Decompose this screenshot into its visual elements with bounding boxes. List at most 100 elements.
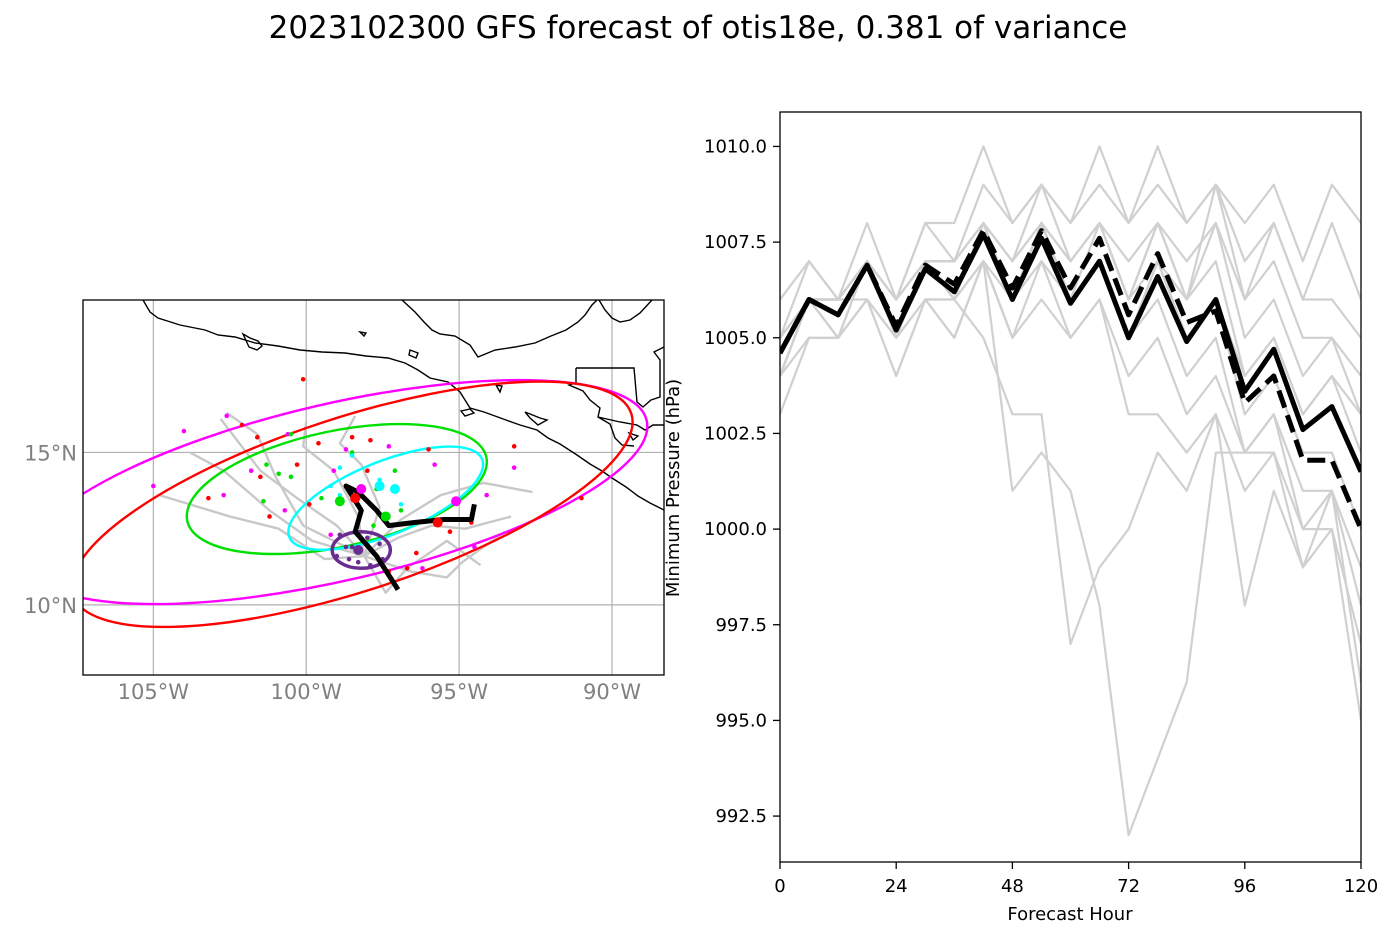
point-red	[349, 434, 355, 440]
gulf-coastline	[401, 300, 598, 358]
point-cyan	[349, 453, 355, 458]
map-lon-tick-label: 95°W	[430, 680, 488, 704]
point-red	[306, 501, 312, 507]
point-purple	[365, 535, 370, 541]
point-red	[414, 550, 419, 556]
ellipse-magenta	[83, 378, 649, 606]
lake-2	[524, 411, 549, 426]
point-magenta	[221, 492, 226, 498]
island-1	[241, 332, 263, 351]
point-purple	[343, 544, 349, 550]
point-green	[261, 498, 266, 504]
pacific-coastline	[142, 300, 664, 511]
point-red	[511, 444, 517, 449]
island-4	[459, 408, 476, 417]
ellipse-red	[83, 380, 634, 629]
x-tick-label: 120	[1344, 876, 1378, 897]
x-axis-label: Forecast Hour	[1007, 904, 1133, 925]
y-tick-label: 995.0	[715, 710, 767, 731]
x-tick-label: 48	[1001, 876, 1024, 897]
point-red	[316, 440, 321, 446]
point-purple	[368, 562, 373, 568]
map-frame	[82, 299, 665, 676]
point-magenta	[181, 428, 187, 434]
pressure-frame	[779, 111, 1362, 863]
point-purple	[377, 541, 382, 547]
point-red	[206, 495, 211, 501]
point-red	[368, 437, 373, 443]
point-magenta	[331, 468, 337, 474]
island-5	[627, 431, 640, 442]
x-tick-label: 24	[885, 876, 908, 897]
pressure-series	[780, 145, 1361, 837]
point-cyan	[337, 492, 343, 498]
map-tick-labels: 105°W 100°W 95°W 90°W 15°N 10°N	[24, 441, 641, 704]
mean-track-line	[343, 483, 477, 591]
mean-position-cyan	[389, 484, 400, 495]
point-magenta	[328, 532, 333, 538]
point-magenta	[282, 508, 288, 513]
x-tick-label: 0	[774, 876, 785, 897]
point-magenta	[151, 483, 156, 489]
member-pressure-line	[780, 183, 1361, 339]
mean-pressure-dashed-line	[780, 228, 1361, 531]
pressure-panel: 0 24 48 72 96 120 992.5 995.0 997.5 1000.0 1002.5 1…	[663, 111, 1378, 925]
point-green	[371, 523, 376, 528]
point-red	[404, 565, 410, 571]
point-magenta	[343, 447, 349, 452]
point-green	[398, 508, 404, 513]
point-magenta	[386, 444, 392, 449]
island-2	[357, 330, 368, 338]
ellipse-green	[185, 422, 489, 556]
map-lat-tick-label: 15°N	[24, 441, 77, 465]
member-pressure-line	[780, 260, 1361, 645]
map-lon-tick-label: 90°W	[583, 680, 641, 704]
y-tick-label: 1002.5	[704, 423, 767, 444]
figure-title: 2023102300 GFS forecast of otis18e, 0.38…	[268, 10, 1128, 46]
point-purple	[349, 544, 355, 550]
member-track	[226, 411, 365, 558]
point-red	[254, 434, 260, 440]
point-red	[365, 468, 370, 474]
point-red	[267, 514, 272, 519]
point-green	[288, 474, 294, 480]
map-lon-tick-label: 100°W	[271, 680, 343, 704]
point-purple	[337, 532, 343, 538]
x-tick-label: 96	[1233, 876, 1256, 897]
y-tick-label: 997.5	[715, 615, 767, 636]
point-red	[258, 474, 263, 480]
y-tick-label: 1007.5	[704, 232, 767, 253]
ellipse-cyan	[287, 445, 485, 552]
point-magenta	[511, 465, 517, 470]
mean-position-magenta	[451, 496, 462, 507]
member-pressure-line	[780, 298, 1361, 645]
map-panel: 105°W 100°W 95°W 90°W 15°N 10°N	[24, 299, 665, 704]
point-cyan	[328, 483, 333, 489]
map-gridlines	[83, 300, 664, 675]
point-magenta	[432, 462, 437, 467]
country-borders	[566, 346, 664, 447]
point-green	[288, 431, 294, 437]
mean-position-purple	[353, 545, 364, 555]
yucatan-coastline	[598, 300, 653, 323]
y-axis-label: Minimum Pressure (hPa)	[663, 379, 684, 597]
mean-track	[334, 480, 477, 591]
point-magenta	[420, 565, 425, 571]
point-purple	[355, 559, 361, 565]
mean-position-red	[432, 517, 443, 528]
coastlines	[142, 300, 664, 511]
member-track	[363, 530, 506, 579]
y-tick-label: 1010.0	[704, 136, 767, 157]
mean-position-red	[350, 493, 361, 504]
y-tick-label: 1005.0	[704, 328, 767, 349]
point-green	[264, 462, 269, 467]
pressure-ticks: 0 24 48 72 96 120 992.5 995.0 997.5 1000.0 1002.5 1…	[704, 136, 1378, 897]
point-cyan	[337, 465, 343, 470]
point-green	[319, 495, 324, 501]
point-magenta	[484, 492, 489, 498]
mean-position-magenta	[356, 484, 367, 495]
point-red	[294, 462, 300, 467]
point-green	[276, 471, 282, 477]
y-tick-label: 992.5	[715, 806, 767, 827]
